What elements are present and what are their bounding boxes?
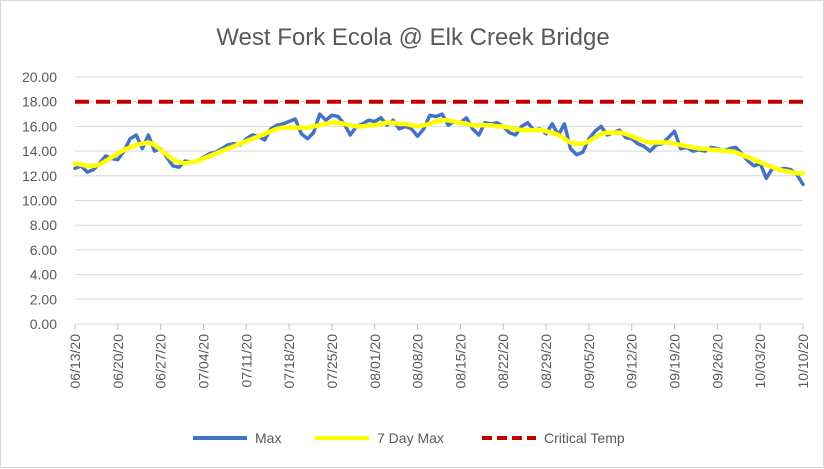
y-tick-label: 10.00 xyxy=(22,193,57,209)
y-tick-label: 12.00 xyxy=(22,168,57,184)
x-tick-label: 06/13/20 xyxy=(67,334,83,389)
x-tick-label: 07/11/20 xyxy=(238,334,254,388)
x-tick-label: 08/29/20 xyxy=(538,334,554,389)
x-tick-label: 09/12/20 xyxy=(624,334,640,389)
x-tick-label: 08/22/20 xyxy=(495,334,511,389)
x-tick-label: 09/26/20 xyxy=(709,334,725,389)
y-tick-label: 4.00 xyxy=(30,267,57,283)
legend-7-day-max-label: 7 Day Max xyxy=(377,430,444,446)
x-tick-label: 07/25/20 xyxy=(324,334,340,389)
chart-title: West Fork Ecola @ Elk Creek Bridge xyxy=(216,24,609,51)
x-tick-label: 09/19/20 xyxy=(667,334,683,389)
y-tick-label: 0.00 xyxy=(30,316,57,332)
legend: Max 7 Day Max Critical Temp xyxy=(193,430,625,446)
y-tick-label: 6.00 xyxy=(30,242,57,258)
x-tick-label: 07/18/20 xyxy=(281,334,297,389)
legend-max-label: Max xyxy=(255,430,281,446)
x-axis-tick-labels: 06/13/20 06/20/20 06/27/20 07/04/20 07/11/20… xyxy=(67,334,811,389)
x-tick-label: 08/15/20 xyxy=(452,334,468,389)
y-axis-tick-labels: 0.00 2.00 4.00 6.00 8.00 10.00 12.00 14.00 16.00… xyxy=(22,69,57,332)
y-tick-label: 20.00 xyxy=(22,69,57,85)
series-lines xyxy=(72,99,806,187)
y-tick-label: 16.00 xyxy=(22,118,57,134)
y-tick-label: 2.00 xyxy=(30,291,57,307)
gridlines xyxy=(75,76,803,300)
x-tick-label: 10/10/20 xyxy=(795,334,811,389)
x-tick-label: 08/01/20 xyxy=(367,334,383,389)
7-day-max-series-line xyxy=(72,117,806,176)
axes xyxy=(74,323,804,330)
x-tick-label: 08/08/20 xyxy=(410,334,426,389)
x-tick-label: 10/03/20 xyxy=(752,334,768,389)
x-tick-label: 09/05/20 xyxy=(581,334,597,389)
y-tick-label: 8.00 xyxy=(30,217,57,233)
x-tick-label: 07/04/20 xyxy=(195,334,211,389)
y-tick-label: 14.00 xyxy=(22,143,57,159)
x-tick-label: 06/27/20 xyxy=(153,334,169,389)
y-tick-label: 18.00 xyxy=(22,94,57,110)
legend-critical-temp-label: Critical Temp xyxy=(544,430,625,446)
x-tick-label: 06/20/20 xyxy=(110,334,126,389)
